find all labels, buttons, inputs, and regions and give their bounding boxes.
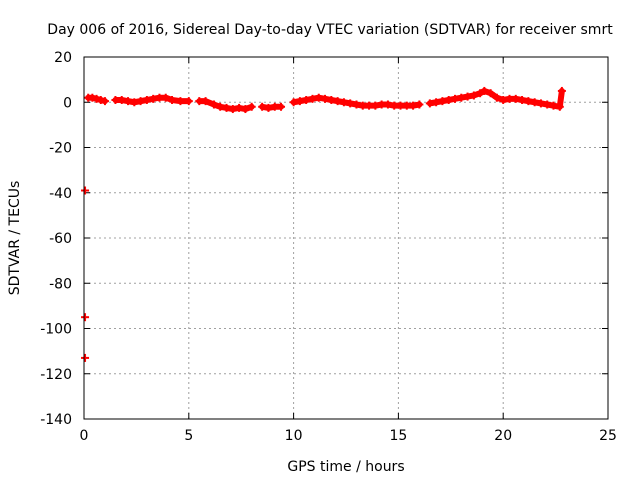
y-tick-label: -100 — [40, 322, 72, 338]
y-tick-label: 20 — [54, 50, 72, 66]
data-point — [81, 313, 90, 322]
data-band — [242, 103, 255, 113]
data-point — [81, 353, 90, 362]
x-tick-label: 0 — [80, 428, 89, 444]
x-tick-label: 5 — [184, 428, 193, 444]
x-tick-labels: 0 5 10 15 20 25 — [80, 428, 617, 444]
plot-frame — [83, 56, 609, 420]
x-tick-label: 20 — [494, 428, 512, 444]
x-tick-label: 15 — [389, 428, 407, 444]
y-tick-label: -120 — [40, 367, 72, 383]
y-tick-label: -20 — [49, 141, 72, 157]
y-tick-label: -40 — [49, 186, 72, 202]
chart-title: Day 006 of 2016, Sidereal Day-to-day VTE… — [47, 22, 613, 38]
data-band — [97, 96, 108, 105]
data-band — [556, 87, 565, 110]
y-tick-label: -140 — [40, 412, 72, 428]
grid-lines — [84, 57, 608, 419]
y-tick-label: -80 — [49, 276, 72, 292]
data-band — [410, 101, 423, 109]
y-tick-label: -60 — [49, 231, 72, 247]
x-axis-label: GPS time / hours — [287, 459, 404, 475]
y-tick-labels: 20 0 -20 -40 -60 -80 -100 -120 -140 — [40, 50, 72, 428]
data-points — [81, 86, 566, 362]
y-tick-label: 0 — [63, 95, 72, 111]
y-axis-label: SDTVAR / TECUs — [7, 181, 23, 296]
x-tick-label: 25 — [599, 428, 617, 444]
x-tick-label: 10 — [285, 428, 303, 444]
data-point — [81, 186, 90, 195]
